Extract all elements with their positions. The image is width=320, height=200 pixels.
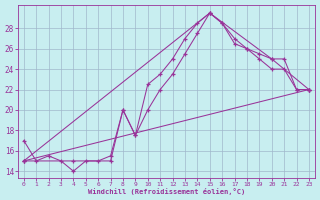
X-axis label: Windchill (Refroidissement éolien,°C): Windchill (Refroidissement éolien,°C) bbox=[88, 188, 245, 195]
